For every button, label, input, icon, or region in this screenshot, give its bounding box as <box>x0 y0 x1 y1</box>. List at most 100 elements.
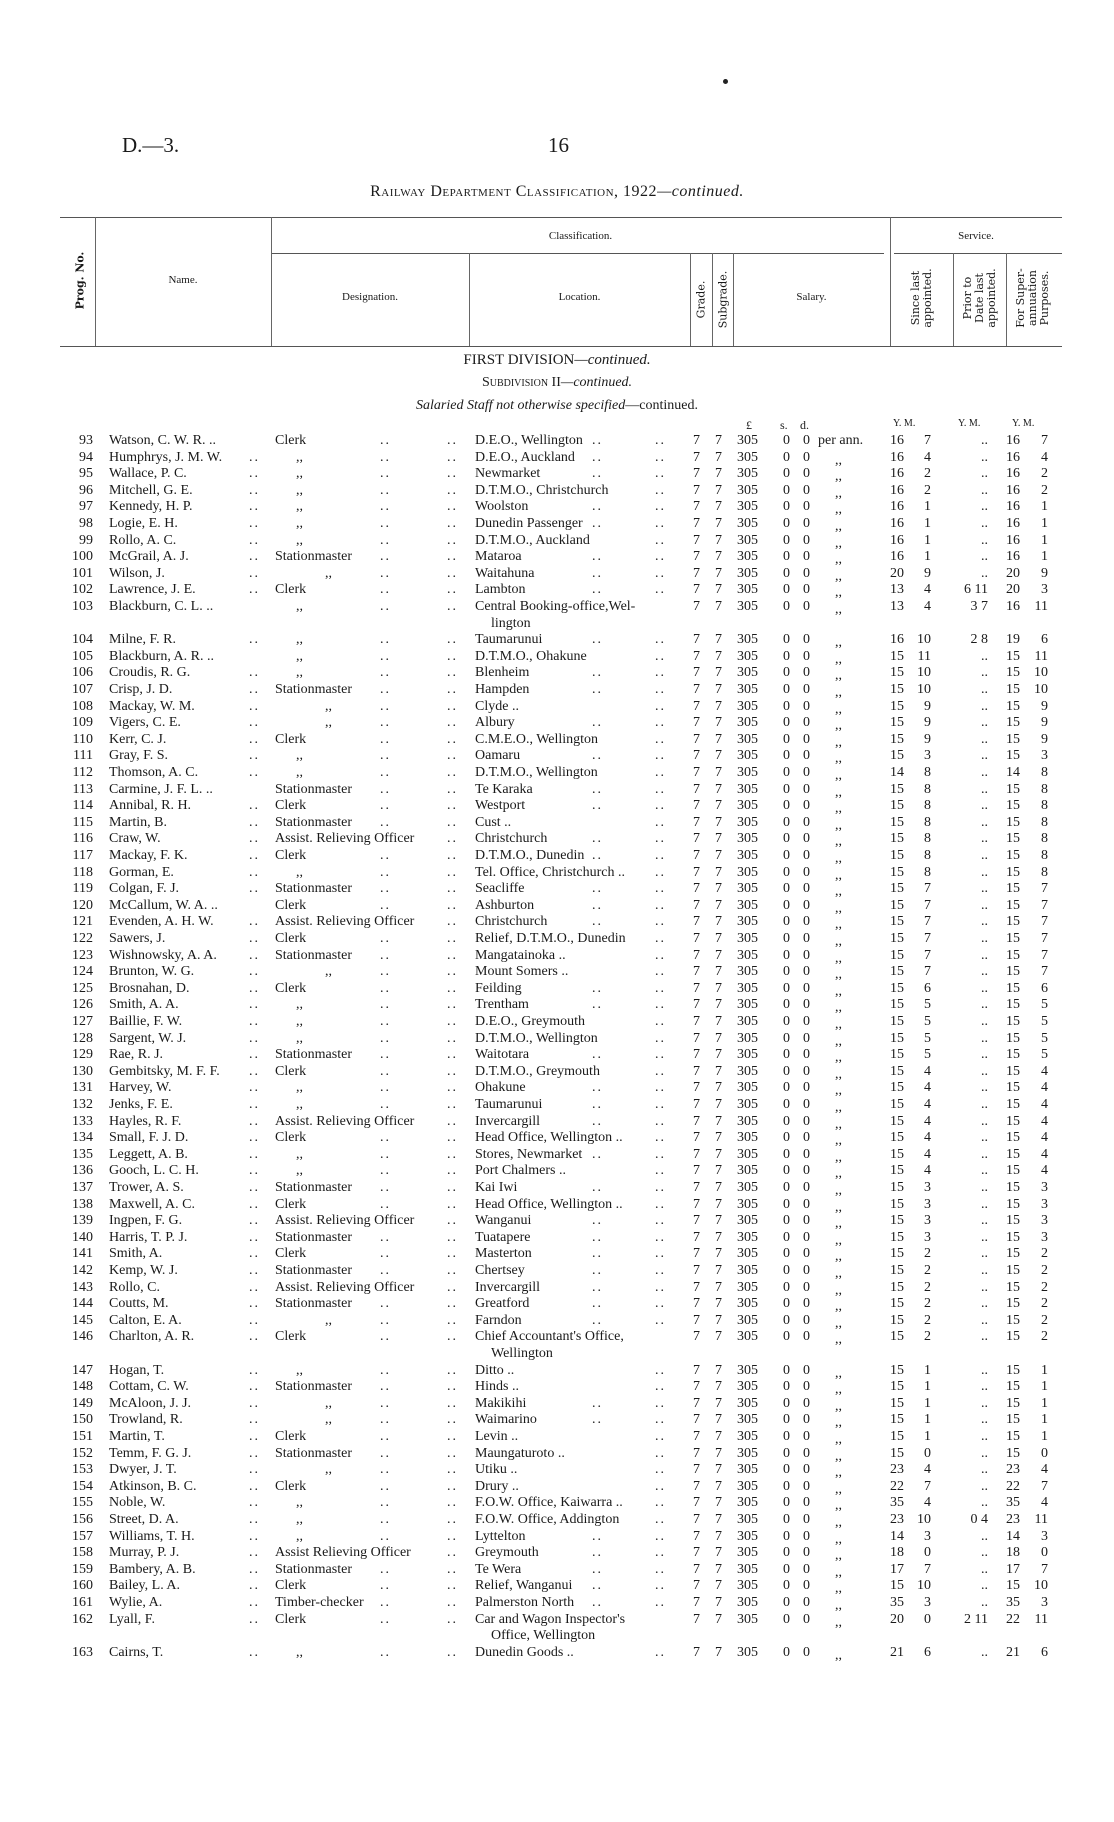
dot-leader: .. <box>249 964 260 980</box>
location: Greatford <box>475 1296 530 1312</box>
employee-name: Temm, F. G. J. <box>109 1445 192 1461</box>
designation: Clerk <box>275 1329 307 1345</box>
dot-leader: .. <box>592 980 603 996</box>
ditto-per-annum: ,, <box>835 1183 842 1198</box>
salary-pence: 0 <box>803 1229 810 1245</box>
since-years: 15 <box>890 798 904 814</box>
super-years: 15 <box>1006 1014 1020 1029</box>
salary-pence: 0 <box>803 831 810 847</box>
location: Lambton <box>475 582 526 598</box>
salary-pounds: 305 <box>737 1644 758 1660</box>
since-years: 23 <box>890 1462 904 1478</box>
dot-leader: .. <box>249 1080 260 1096</box>
dot-leader: .. <box>655 1379 666 1395</box>
super-months: 3 <box>1041 1229 1048 1245</box>
super-years: 15 <box>1006 931 1020 946</box>
salary-shillings: 0 <box>783 1528 790 1544</box>
table-row: 162 Lyall, F. Clerk Car and Wagon Inspector… <box>0 1611 1114 1644</box>
super-months: 8 <box>1041 814 1048 830</box>
prior-service: .. <box>981 1379 988 1395</box>
salary-pence: 0 <box>803 715 810 731</box>
employee-name: Noble, W. <box>109 1495 166 1511</box>
grade: 7 <box>693 1528 700 1544</box>
prog-no: 101 <box>72 565 93 581</box>
ditto-per-annum: ,, <box>835 635 842 651</box>
since-years: 15 <box>890 1312 904 1328</box>
classification-rule <box>272 253 884 254</box>
dot-leader: .. <box>380 1130 391 1146</box>
super-years: 16 <box>1006 516 1020 531</box>
super-months: 3 <box>1041 1180 1048 1195</box>
dot-leader: .. <box>380 765 391 780</box>
prior-service: .. <box>981 549 988 565</box>
subgrade: 7 <box>715 1578 722 1594</box>
dot-leader: .. <box>380 798 391 814</box>
dot-leader: .. <box>655 1644 666 1660</box>
dot-leader: .. <box>655 433 666 448</box>
employee-name: Ingpen, F. G. <box>109 1213 183 1229</box>
salary-pence: 0 <box>803 549 810 565</box>
service-rule <box>894 253 1062 254</box>
subgrade: 7 <box>715 997 722 1013</box>
dot-leader: .. <box>249 1545 260 1561</box>
employee-name: Smith, A. A. <box>109 997 179 1013</box>
grade: 7 <box>693 1246 700 1262</box>
dot-leader: .. <box>592 1395 603 1411</box>
grade: 7 <box>693 1080 700 1096</box>
dot-leader: .. <box>655 881 666 897</box>
subgrade: 7 <box>715 1229 722 1245</box>
super-months: 7 <box>1041 1478 1048 1494</box>
dot-leader: .. <box>655 798 666 814</box>
location: Head Office, Wellington .. <box>475 1196 623 1212</box>
super-years: 15 <box>1006 1180 1020 1195</box>
salary-shillings: 0 <box>783 931 790 946</box>
designation: ,, <box>296 599 303 614</box>
grade: 7 <box>693 798 700 814</box>
dot-leader: .. <box>380 1014 391 1029</box>
subgrade: 7 <box>715 549 722 565</box>
location: Newmarket <box>475 466 541 482</box>
prog-no: 108 <box>72 698 93 714</box>
prog-no: 98 <box>79 516 93 531</box>
salary-pounds: 305 <box>737 682 758 697</box>
prog-no: 136 <box>72 1163 93 1179</box>
dot-leader: .. <box>447 1279 458 1295</box>
since-months: 3 <box>924 1180 931 1195</box>
table-row: 153 Dwyer, J. T.,, Utiku .. 7 7 305 0 0,, 23 4.. 2… <box>0 1462 1114 1480</box>
dot-leader: .. <box>380 449 391 465</box>
subgrade: 7 <box>715 1113 722 1129</box>
prior-service: .. <box>981 433 988 448</box>
dot-leader: .. <box>655 1130 666 1146</box>
prog-no: 154 <box>72 1478 93 1494</box>
salary-pounds: 305 <box>737 1213 758 1229</box>
salary-shillings: 0 <box>783 1495 790 1511</box>
super-months: 1 <box>1041 1429 1048 1444</box>
salary-pounds: 305 <box>737 1395 758 1411</box>
dot-leader: .. <box>447 1014 458 1029</box>
grade: 7 <box>693 665 700 681</box>
prog-no: 151 <box>72 1429 93 1444</box>
prior-service: .. <box>981 1130 988 1146</box>
dot-leader: .. <box>592 549 603 565</box>
location: Masterton <box>475 1246 532 1262</box>
super-years: 15 <box>1006 1047 1020 1063</box>
dot-leader: .. <box>592 1213 603 1229</box>
designation: Stationmaster <box>275 1379 352 1395</box>
grade: 7 <box>693 1429 700 1444</box>
super-years: 21 <box>1006 1644 1020 1660</box>
super-years: 15 <box>1006 1246 1020 1262</box>
grade: 7 <box>693 1263 700 1278</box>
salary-pence: 0 <box>803 1213 810 1229</box>
salary-shillings: 0 <box>783 1113 790 1129</box>
since-years: 15 <box>890 1296 904 1312</box>
since-years: 15 <box>890 1163 904 1179</box>
table-row: 120 McCallum, W. A. .. Clerk Ashburton 7 7 305… <box>0 898 1114 916</box>
dot-leader: .. <box>249 814 260 830</box>
ditto-per-annum: ,, <box>835 1365 842 1381</box>
employee-name: Lyall, F. <box>109 1611 155 1627</box>
prog-no: 150 <box>72 1412 93 1428</box>
salary-shillings: 0 <box>783 914 790 930</box>
dot-leader: .. <box>447 881 458 897</box>
dot-leader: .. <box>380 1229 391 1245</box>
since-months: 4 <box>924 1495 931 1511</box>
